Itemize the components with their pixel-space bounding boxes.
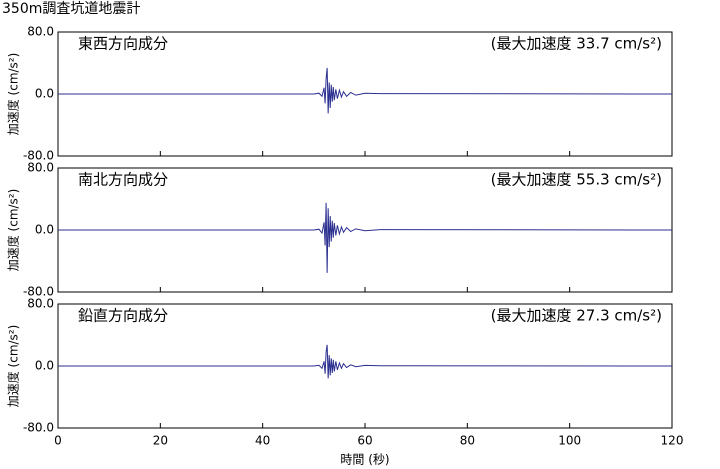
page-title: 350m調査坑道地震計 [2, 1, 140, 17]
y-tick-label: 0.0 [35, 87, 54, 101]
y-tick-label: 80.0 [27, 297, 54, 311]
y-axis-title: 加速度 (cm/s²) [7, 189, 21, 272]
y-tick-label: 0.0 [35, 359, 54, 373]
x-tick-label: 120 [661, 434, 684, 448]
x-tick-label: 100 [558, 434, 581, 448]
x-tick-label: 80 [460, 434, 475, 448]
x-tick-label: 20 [153, 434, 168, 448]
y-tick-label: 0.0 [35, 223, 54, 237]
x-tick-label: 60 [357, 434, 372, 448]
y-tick-label: 80.0 [27, 25, 54, 39]
x-tick-label: 0 [54, 434, 62, 448]
waveform [58, 344, 673, 379]
panel-annotation: (最大加速度 33.7 cm/s²) [491, 35, 662, 53]
y-tick-label: -80.0 [23, 149, 54, 163]
panel-annotation: (最大加速度 55.3 cm/s²) [491, 171, 662, 189]
waveform [58, 202, 673, 273]
y-axis-title: 加速度 (cm/s²) [7, 325, 21, 408]
y-tick-label: -80.0 [23, 285, 54, 299]
x-axis-title: 時間 (秒) [340, 453, 389, 467]
x-tick-label: 40 [255, 434, 270, 448]
waveform [58, 67, 673, 114]
panel-title: 鉛直方向成分 [78, 307, 168, 325]
y-axis-title: 加速度 (cm/s²) [7, 53, 21, 136]
panel-annotation: (最大加速度 27.3 cm/s²) [491, 307, 662, 325]
y-tick-label: 80.0 [27, 161, 54, 175]
panel-title: 東西方向成分 [78, 35, 168, 53]
y-tick-label: -80.0 [23, 421, 54, 435]
panel-title: 南北方向成分 [78, 171, 168, 189]
